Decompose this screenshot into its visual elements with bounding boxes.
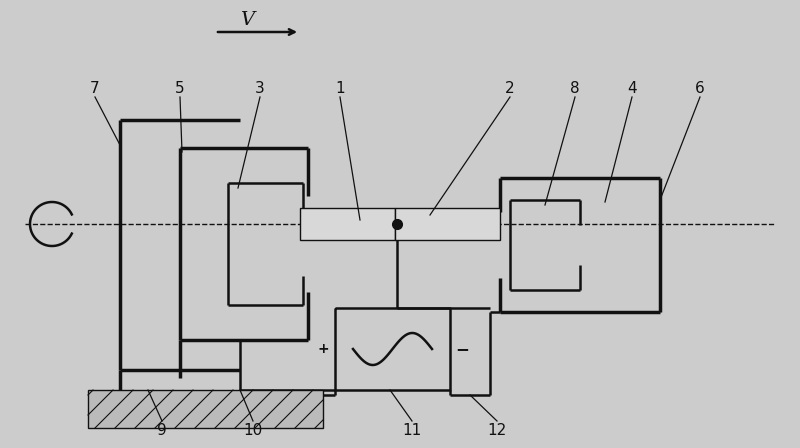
Text: 11: 11	[402, 422, 422, 438]
Text: 7: 7	[90, 81, 100, 95]
Polygon shape	[395, 208, 500, 240]
Text: +: +	[317, 342, 329, 356]
Polygon shape	[88, 390, 323, 428]
Text: V: V	[240, 11, 254, 29]
Text: −: −	[455, 340, 469, 358]
Text: 10: 10	[243, 422, 262, 438]
Text: 1: 1	[335, 81, 345, 95]
Polygon shape	[300, 208, 395, 240]
Text: 8: 8	[570, 81, 580, 95]
Text: 3: 3	[255, 81, 265, 95]
Text: 4: 4	[627, 81, 637, 95]
Text: 9: 9	[157, 422, 167, 438]
Text: 5: 5	[175, 81, 185, 95]
Text: 12: 12	[487, 422, 506, 438]
Text: 6: 6	[695, 81, 705, 95]
Text: 2: 2	[505, 81, 515, 95]
